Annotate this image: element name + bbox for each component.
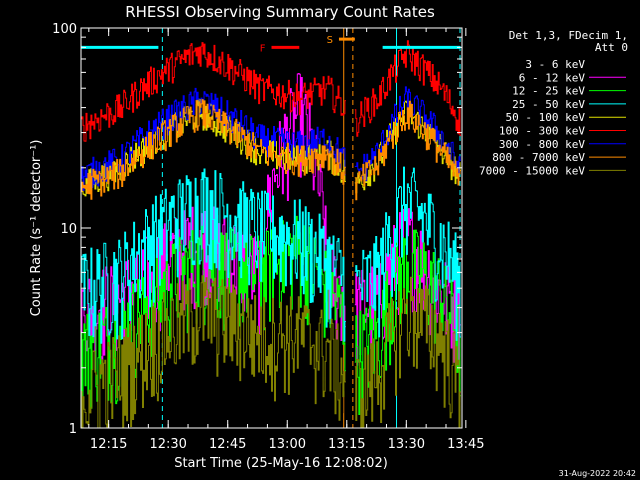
x-tick-label: 12:15: [90, 437, 127, 452]
legend-entry-label: 7000 - 15000 keV: [479, 164, 585, 177]
legend-entry-label: 300 - 800 keV: [499, 138, 585, 151]
legend-entry-label: 12 - 25 keV: [512, 85, 585, 98]
x-tick-label: 13:15: [328, 437, 365, 452]
legend-header-line: Att 0: [595, 41, 628, 54]
x-tick-label: 12:45: [209, 437, 246, 452]
y-axis-ticks: 1 10 100: [52, 22, 462, 437]
x-tick-label: 13:45: [447, 437, 484, 452]
legend-header-line: Det 1,3, FDecim 1,: [509, 29, 628, 42]
legend-entry-label: 800 - 7000 keV: [492, 151, 585, 164]
series-line: [81, 40, 461, 142]
series-lines: [81, 40, 461, 429]
legend-entry-label: 25 - 50 keV: [512, 98, 585, 111]
footer-timestamp: 31-Aug-2022 20:42: [559, 469, 636, 478]
x-axis-label: Start Time (25-May-16 12:08:02): [174, 456, 388, 471]
annotations: FS: [81, 35, 461, 54]
x-axis-ticks: 12:15 12:30 12:45 13:00 13:15 13:30 13:45: [88, 28, 485, 452]
series-line: [81, 99, 461, 201]
legend-entry-label: 6 - 12 keV: [519, 71, 586, 84]
y-tick-label: 10: [60, 222, 77, 237]
x-tick-label: 12:30: [149, 437, 186, 452]
chart-title: RHESSI Observing Summary Count Rates: [125, 3, 435, 21]
y-axis-label: Count Rate (s⁻¹ detector⁻¹): [29, 140, 44, 317]
legend-entry-label: 100 - 300 keV: [499, 125, 585, 138]
x-tick-label: 13:00: [269, 437, 306, 452]
series-line: [81, 166, 461, 344]
y-tick-label: 100: [52, 22, 77, 37]
x-tick-label: 13:30: [388, 437, 425, 452]
legend-entry-label: 3 - 6 keV: [525, 58, 585, 71]
y-tick-label: 1: [69, 422, 77, 437]
series-line: [81, 275, 461, 429]
annotation-label: S: [327, 35, 333, 46]
legend-entry-label: 50 - 100 keV: [506, 111, 586, 124]
annotation-label: F: [260, 43, 266, 54]
